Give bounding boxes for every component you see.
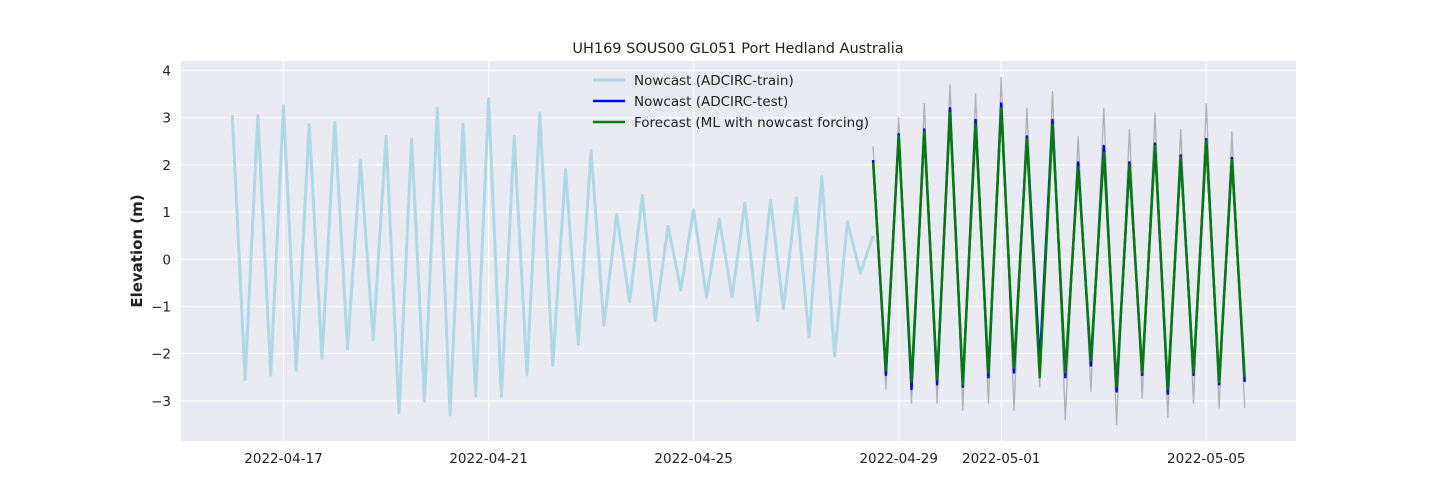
x-tick-labels: 2022-04-17 2022-04-21 2022-04-25 2022-04-29… (244, 451, 1245, 467)
y-tick-label: 0 (162, 252, 171, 268)
y-tick-label: −3 (151, 394, 171, 410)
x-tick-label: 2022-04-21 (449, 451, 527, 467)
series-line-0 (230, 97, 875, 417)
y-tick-labels: −3 −2 −1 0 1 2 3 4 (151, 63, 171, 409)
legend-label: Nowcast (ADCIRC-test) (634, 94, 788, 110)
legend: Nowcast (ADCIRC-train) Nowcast (ADCIRC-te… (593, 73, 869, 131)
y-axis-label: Elevation (m) (128, 194, 146, 307)
y-tick-label: −1 (151, 299, 171, 315)
x-tick-label: 2022-05-01 (962, 451, 1040, 467)
y-tick-label: 3 (162, 111, 171, 127)
x-tick-label: 2022-05-05 (1167, 451, 1245, 467)
y-tick-label: 2 (162, 158, 171, 174)
chart-title: UH169 SOUS00 GL051 Port Hedland Australi… (572, 41, 903, 57)
x-tick-label: 2022-04-25 (654, 451, 732, 467)
y-tick-label: 4 (162, 63, 171, 79)
series-line-3 (871, 106, 1246, 391)
x-tick-label: 2022-04-29 (859, 451, 937, 467)
y-tick-label: −2 (151, 347, 171, 363)
y-tick-label: 1 (162, 205, 171, 221)
series-layer (230, 76, 1246, 426)
legend-label: Nowcast (ADCIRC-train) (634, 73, 794, 89)
legend-label: Forecast (ML with nowcast forcing) (634, 115, 869, 131)
x-tick-label: 2022-04-17 (244, 451, 322, 467)
